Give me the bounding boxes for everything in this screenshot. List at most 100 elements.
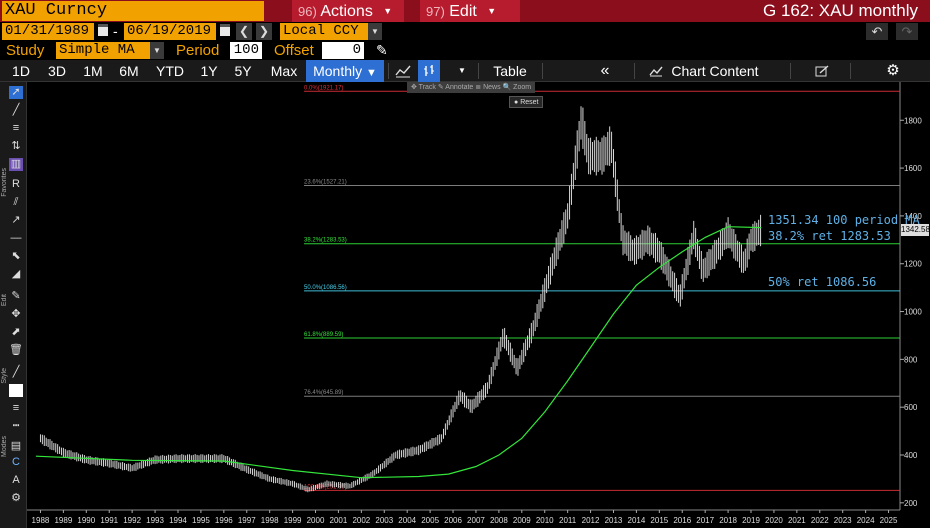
color-swatch-icon[interactable] — [9, 384, 23, 397]
x-tick-label: 1989 — [54, 516, 72, 525]
price-bars — [39, 106, 762, 493]
mode-a-icon[interactable]: A — [12, 474, 20, 486]
range-1m[interactable]: 1M — [83, 63, 103, 79]
pen-tool-icon[interactable]: ✎ — [11, 290, 21, 302]
study-label: Study — [6, 42, 45, 59]
chart-mini-toolbar[interactable]: ✥ Track ✎ Annotate ≣ News 🔍 Zoom — [407, 82, 536, 93]
collapse-left-icon[interactable]: « — [600, 62, 610, 79]
retracement-tool-icon[interactable]: R — [12, 178, 20, 190]
offset-label: Offset — [274, 42, 314, 59]
highlight-tool-icon[interactable]: ▥ — [9, 158, 23, 171]
fib-label: 0.0%(1921.17) — [304, 85, 343, 91]
chevron-down-icon: ▼ — [366, 67, 377, 79]
range-6m[interactable]: 6M — [119, 63, 139, 79]
x-tick-label: 2014 — [628, 516, 646, 525]
select-tool-icon[interactable]: ⬈ — [11, 326, 21, 338]
x-tick-label: 2024 — [857, 516, 875, 525]
x-tick-label: 1993 — [146, 516, 164, 525]
delete-icon[interactable]: 🗑 — [9, 344, 23, 356]
x-tick-label: 2025 — [880, 516, 898, 525]
x-tick-label: 2023 — [834, 516, 852, 525]
edit-icon[interactable] — [812, 60, 832, 82]
x-tick-label: 2007 — [467, 516, 485, 525]
mode-grid-icon[interactable]: ▤ — [10, 440, 22, 452]
x-tick-label: 2021 — [788, 516, 806, 525]
fib-label: 50.0%(1086.56) — [304, 285, 347, 291]
x-tick-label: 1988 — [32, 516, 50, 525]
redo-icon[interactable]: ↷ — [896, 23, 918, 40]
range-1d[interactable]: 1D — [12, 63, 30, 79]
start-date-field[interactable]: 01/31/1989 — [2, 23, 94, 40]
line-tool-icon[interactable]: ╱ — [12, 104, 20, 116]
range-1y[interactable]: 1Y — [200, 63, 218, 79]
y-tick-label: 1400 — [904, 212, 922, 221]
reset-label: Reset — [520, 99, 539, 106]
thin-line-icon[interactable]: ╱ — [12, 366, 20, 378]
fib-50-annotation: 50% ret 1086.56 — [768, 275, 877, 289]
previous-arrow-icon[interactable]: ❮ — [236, 23, 252, 40]
fib-label: 38.2%(1283.53) — [304, 238, 347, 244]
y-tick-label: 800 — [904, 355, 918, 364]
fib-label: 23.6%(1527.21) — [304, 179, 347, 185]
fibonacci-tool-icon[interactable]: ≡ — [12, 122, 20, 134]
horizontal-line-icon[interactable]: — — [10, 232, 22, 244]
gear-icon[interactable]: ⚙ — [886, 62, 900, 79]
chevron-down-icon: ▼ — [487, 6, 497, 16]
line-width-icon[interactable]: ≡ — [12, 402, 20, 414]
actions-menu[interactable]: 96) Actions ▼ — [292, 0, 404, 22]
x-tick-label: 1995 — [192, 516, 210, 525]
settings-small-icon[interactable]: ⚙ — [11, 492, 21, 504]
range-max[interactable]: Max — [270, 63, 298, 79]
line-style-icon[interactable]: ┅ — [12, 420, 20, 432]
edit-menu[interactable]: 97) Edit ▼ — [420, 0, 520, 22]
bar-chart-icon[interactable] — [418, 60, 440, 82]
pencil-icon[interactable]: ✎ — [376, 42, 388, 58]
arrow-tool-icon[interactable]: ⬉ — [11, 250, 21, 262]
range-5y[interactable]: 5Y — [234, 63, 252, 79]
x-tick-label: 1992 — [123, 516, 141, 525]
table-button[interactable]: Table — [493, 63, 527, 79]
x-tick-label: 2003 — [375, 516, 393, 525]
frequency-select[interactable]: Monthly ▼ — [306, 60, 384, 82]
chevron-down-icon[interactable]: ▼ — [150, 42, 164, 59]
range-ytd[interactable]: YTD — [156, 63, 184, 79]
mode-c-icon[interactable]: C — [12, 456, 20, 468]
pointer-icon[interactable]: ➚ — [9, 86, 23, 99]
channel-tool-icon[interactable]: ⫽ — [13, 196, 19, 208]
calendar-icon[interactable] — [220, 24, 230, 36]
chevron-down-icon[interactable]: ▼ — [368, 23, 382, 40]
chart-area[interactable]: 200 400 600 800 1000 1200 1400 1600 1800 1988 1989… — [27, 82, 930, 528]
favorites-label: Favorites — [1, 168, 8, 197]
study-select[interactable]: Simple MA — [56, 42, 150, 59]
next-arrow-icon[interactable]: ❯ — [256, 23, 272, 40]
divider — [542, 63, 543, 79]
chart-content-button[interactable]: Chart Content — [671, 63, 759, 79]
last-price-tag: 1342.58 — [901, 224, 930, 236]
x-tick-label: 2001 — [330, 516, 348, 525]
trend-tool-icon[interactable]: ⇅ — [11, 140, 21, 152]
x-tick-label: 1998 — [261, 516, 279, 525]
x-tick-label: 2020 — [765, 516, 783, 525]
x-tick-label: 2009 — [513, 516, 531, 525]
range-3d[interactable]: 3D — [48, 63, 66, 79]
edit-menu-label: Edit — [449, 3, 477, 20]
undo-icon[interactable]: ↶ — [866, 23, 888, 40]
period-field[interactable]: 100 — [230, 42, 262, 59]
reset-button[interactable]: ● Reset — [509, 96, 544, 108]
calendar-icon[interactable] — [98, 24, 108, 36]
move-tool-icon[interactable]: ✥ — [11, 308, 21, 320]
price-chart[interactable]: 200 400 600 800 1000 1200 1400 1600 1800 1988 1989… — [27, 82, 930, 528]
ray-tool-icon[interactable]: ↗ — [11, 214, 21, 226]
currency-select[interactable]: Local CCY — [280, 23, 368, 40]
offset-field[interactable]: 0 — [322, 42, 364, 59]
x-tick-label: 2011 — [559, 516, 577, 525]
line-chart-icon[interactable] — [392, 60, 414, 82]
chevron-down-icon[interactable]: ▼ — [458, 66, 466, 75]
security-field[interactable]: XAU Curncy — [2, 1, 264, 21]
divider — [850, 63, 851, 79]
x-tick-label: 1996 — [215, 516, 233, 525]
modes-label: Modes — [1, 436, 8, 458]
actions-menu-label: Actions — [320, 3, 373, 20]
end-date-field[interactable]: 06/19/2019 — [124, 23, 216, 40]
wedge-tool-icon[interactable]: ◢ — [11, 268, 21, 280]
